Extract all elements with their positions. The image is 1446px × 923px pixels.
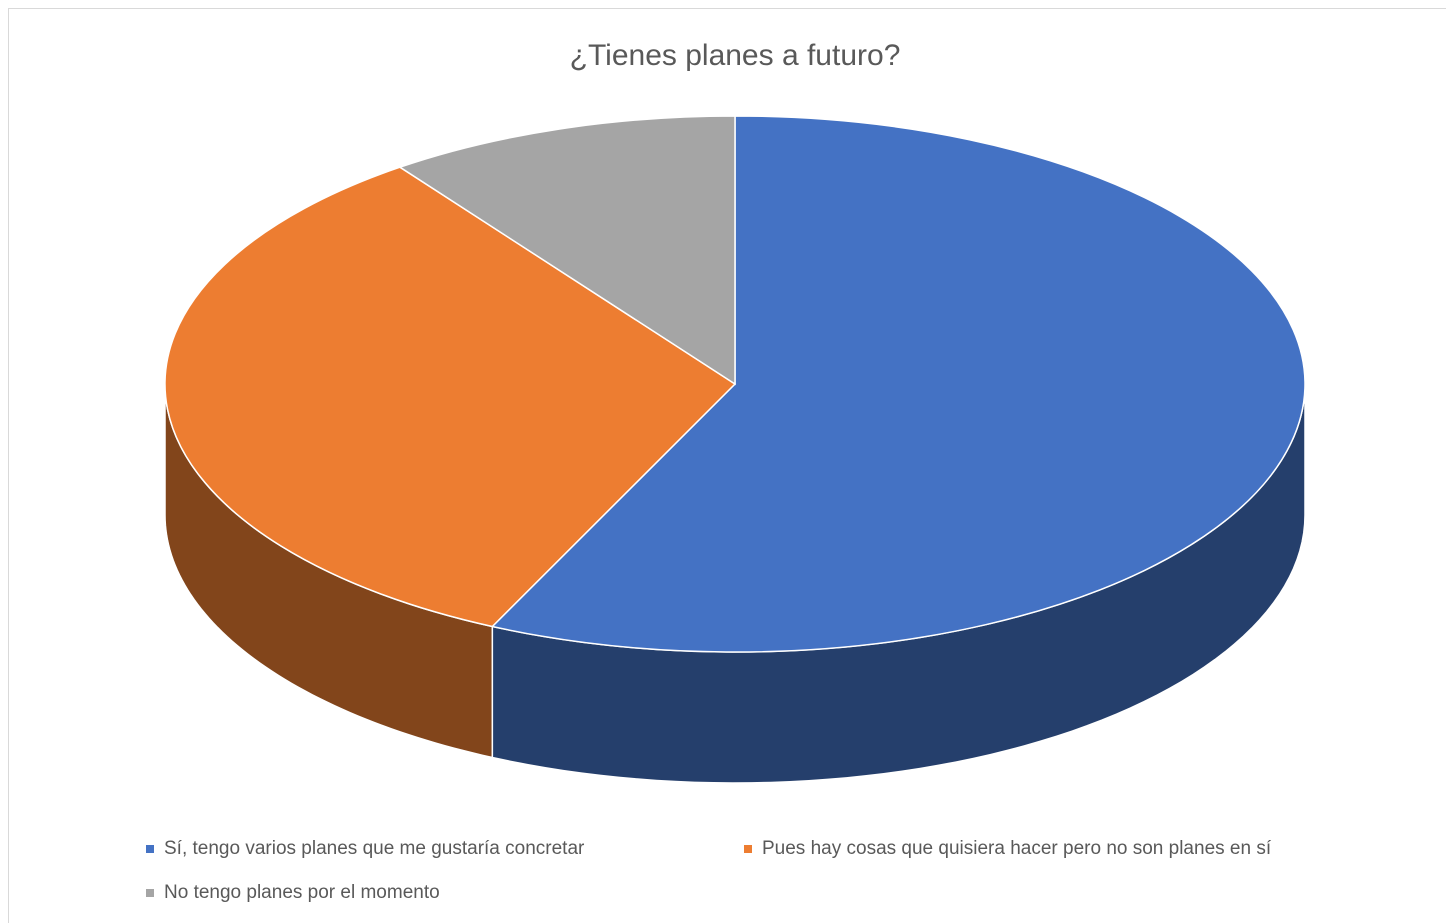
slice bbox=[398, 115, 736, 386]
slice bbox=[490, 115, 1306, 653]
legend-swatch bbox=[744, 845, 752, 853]
legend-swatch bbox=[146, 889, 154, 897]
legend-swatch bbox=[146, 845, 154, 853]
legend-label: No tengo planes por el momento bbox=[164, 882, 440, 903]
chart-title: ¿Tienes planes a futuro? bbox=[570, 39, 901, 72]
slice bbox=[164, 166, 737, 628]
legend-label: Pues hay cosas que quisiera hacer pero n… bbox=[762, 838, 1272, 859]
legend-label: Sí, tengo varios planes que me gustaría … bbox=[164, 838, 585, 859]
